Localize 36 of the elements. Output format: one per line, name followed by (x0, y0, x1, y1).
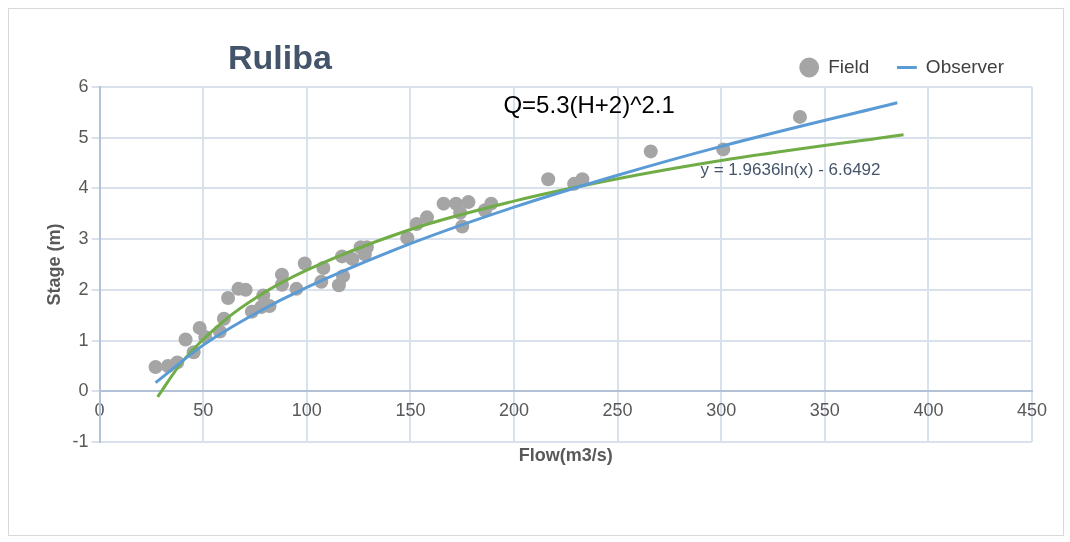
legend-label: Observer (925, 55, 1005, 77)
x-tick-label: 50 (193, 400, 214, 421)
legend-label: Field (828, 55, 870, 77)
point (148, 359, 163, 374)
annotation: Q=5.3(H+2)^2.1 (503, 91, 675, 119)
y-tick-label: 3 (78, 228, 89, 249)
x-tick-label: 350 (809, 400, 840, 421)
point (541, 172, 556, 187)
x-tick-label: 200 (498, 400, 530, 421)
y-axis-title: Stage (m) (43, 223, 64, 306)
y-tick-label: 6 (78, 75, 89, 96)
x-axis-title: Flow(m3/s) (518, 444, 613, 465)
x-tick-label: 400 (913, 400, 944, 421)
point (178, 332, 193, 347)
line-series (156, 133, 906, 399)
chart-title: Ruliba (228, 38, 334, 77)
y-tick-label: 0 (78, 380, 89, 401)
x-tick-label: 100 (291, 400, 322, 421)
point (643, 144, 658, 159)
x-tick-label: 450 (1016, 400, 1048, 421)
point (436, 196, 451, 211)
point (792, 109, 807, 124)
point (419, 210, 434, 225)
point (221, 290, 236, 305)
x-tick-label: 150 (395, 400, 426, 421)
point (345, 251, 360, 266)
y-tick-label: -1 (72, 430, 89, 451)
y-tick-label: 2 (78, 278, 89, 299)
annotation: y = 1.9636ln(x) - 6.6492 (700, 159, 881, 179)
y-tick-label: 4 (78, 177, 89, 198)
point (297, 256, 312, 271)
y-tick-label: 5 (78, 126, 89, 147)
point (461, 195, 476, 210)
y-tick-label: 1 (78, 329, 89, 350)
x-tick-label: 300 (706, 400, 737, 421)
x-tick-label: 250 (602, 400, 633, 421)
